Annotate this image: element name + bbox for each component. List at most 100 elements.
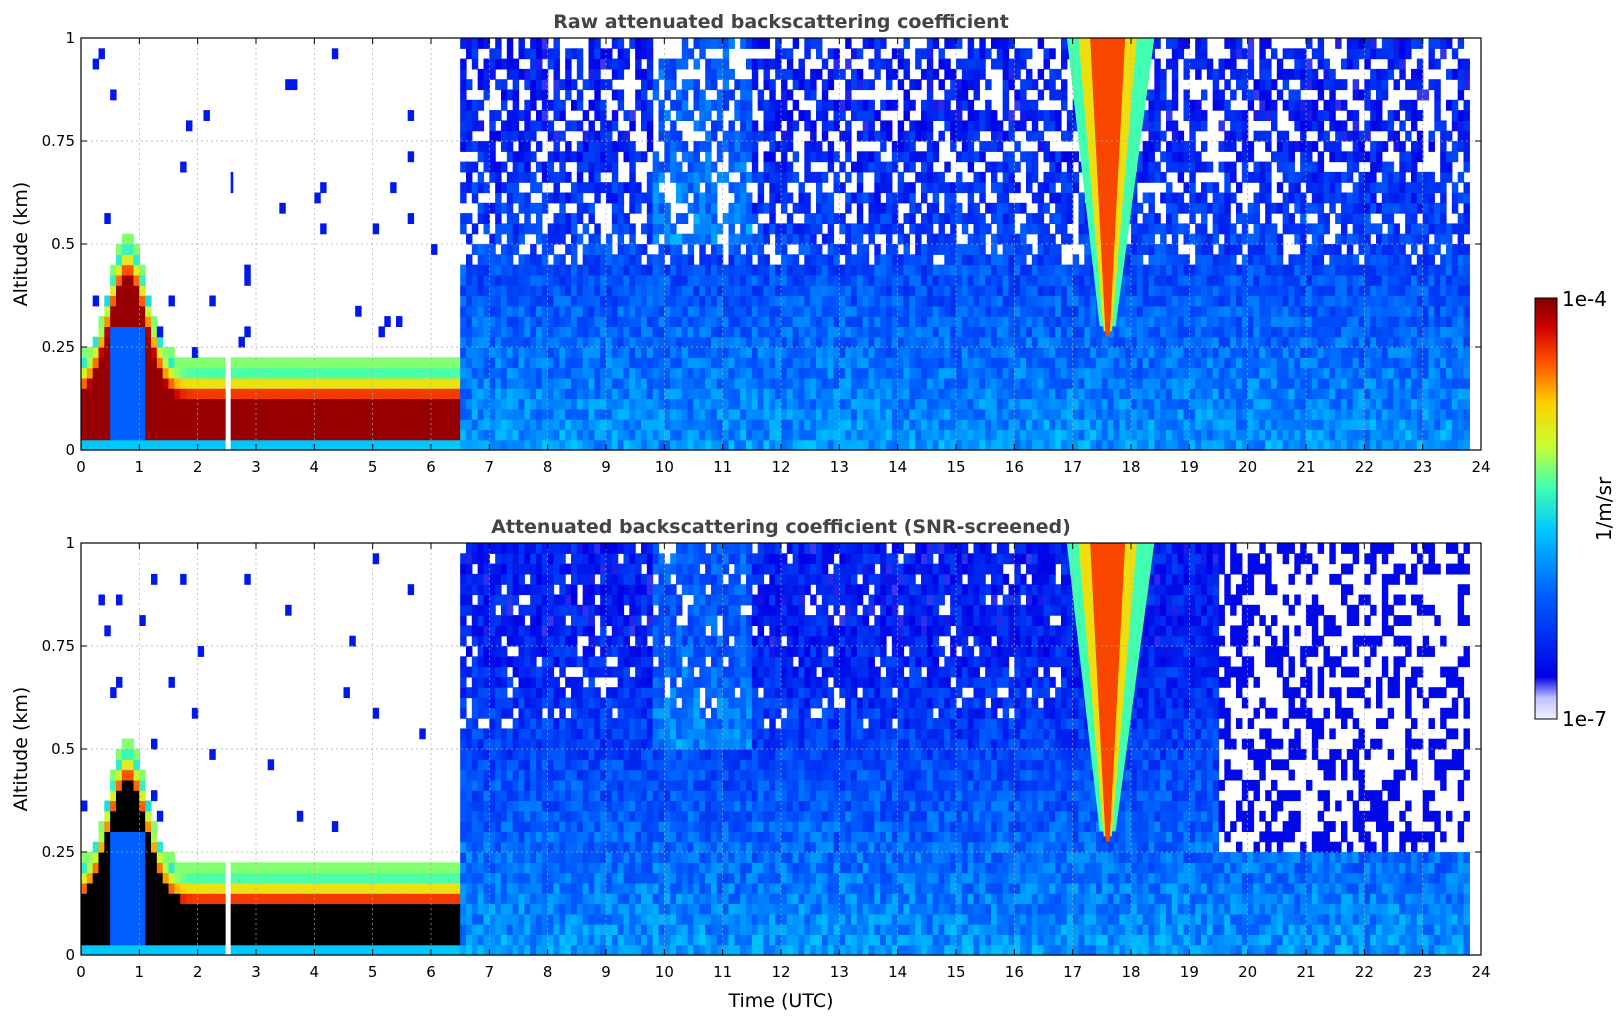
heat-cell: [174, 367, 181, 379]
heat-cell: [996, 285, 1004, 297]
heat-cell: [874, 68, 881, 80]
heat-cell: [1160, 192, 1167, 204]
heat-cell: [728, 316, 735, 327]
heat-cell: [868, 151, 875, 163]
heat-cell: [681, 192, 689, 204]
heat-cell: [681, 347, 689, 358]
heat-cell: [460, 99, 467, 111]
heat-cell: [1008, 388, 1015, 400]
heat-cell: [116, 274, 123, 286]
heat-cell: [1224, 347, 1231, 358]
heat-cell: [285, 439, 292, 451]
heat-cell: [1002, 48, 1010, 60]
heat-cell: [337, 419, 345, 430]
heat-cell: [961, 357, 969, 369]
heat-cell: [862, 305, 870, 317]
heat-cell: [565, 326, 572, 338]
heat-cell: [1020, 79, 1027, 91]
heat-cell: [891, 68, 899, 80]
heat-cell: [571, 274, 578, 286]
heat-cell: [722, 79, 730, 91]
heat-cell: [1212, 429, 1220, 441]
heat-cell: [658, 192, 665, 204]
heat-cell: [238, 419, 245, 430]
heat-cell: [413, 377, 420, 389]
heat-cell: [886, 388, 893, 400]
heat-cell: [1031, 347, 1039, 358]
heat-cell: [86, 388, 94, 400]
heat-cell: [635, 274, 642, 286]
heat-cell: [1090, 305, 1097, 317]
heat-cell: [541, 89, 549, 101]
heat-cell: [851, 79, 858, 91]
heat-cell: [471, 223, 479, 235]
heat-cell: [816, 182, 823, 194]
heat-cell: [355, 367, 362, 379]
heat-cell: [1142, 419, 1150, 430]
heat-cell: [501, 347, 508, 358]
heat-cell: [851, 99, 858, 111]
heat-cell: [489, 429, 496, 441]
heat-cell: [582, 244, 590, 255]
heat-cell: [1037, 347, 1045, 358]
heat-cell: [938, 264, 945, 276]
heat-cell: [658, 130, 665, 142]
heat-cell: [1218, 305, 1225, 317]
heat-cell: [1171, 316, 1179, 327]
heat-cell: [816, 151, 823, 163]
heat-cell: [431, 439, 438, 451]
heat-cell: [1171, 398, 1179, 410]
heat-cell: [495, 285, 502, 297]
heat-cell: [903, 419, 910, 430]
heat-cell: [1166, 357, 1173, 369]
heat-cell: [956, 130, 963, 142]
heat-cell: [1072, 439, 1080, 451]
heat-cell: [967, 316, 975, 327]
heat-cell: [617, 99, 625, 111]
heat-cell: [611, 398, 619, 410]
heat-cell: [705, 285, 712, 297]
heat-cell: [1177, 305, 1185, 317]
heat-cell: [693, 285, 700, 297]
heat-cell: [687, 347, 695, 358]
heat-cell: [215, 377, 222, 389]
heat-cell: [903, 367, 910, 379]
heat-cell: [384, 367, 391, 379]
heat-cell: [1201, 326, 1208, 338]
heat-cell: [127, 367, 135, 379]
heat-cell: [279, 357, 286, 369]
heat-cell: [1008, 151, 1015, 163]
heat-cell: [641, 89, 648, 101]
heat-cell: [1078, 295, 1085, 307]
heat-cell: [786, 110, 794, 121]
heat-cell: [547, 99, 555, 111]
heat-cell: [711, 336, 718, 348]
heat-cell: [996, 305, 1004, 317]
heat-cell: [827, 213, 835, 224]
heat-cell: [582, 429, 590, 441]
heat-cell: [536, 120, 543, 132]
heat-cell: [845, 388, 852, 400]
heat-cell: [1061, 274, 1068, 286]
heat-cell: [664, 141, 671, 152]
heat-cell: [501, 295, 508, 307]
panel-title: Raw attenuated backscattering coefficien…: [553, 11, 1009, 33]
heat-cell: [594, 357, 601, 369]
heat-cell: [127, 285, 135, 297]
heat-cell: [652, 89, 660, 101]
heat-cell: [769, 213, 776, 224]
heat-cell: [308, 377, 315, 389]
heat-cell: [1148, 305, 1155, 317]
heat-cell: [151, 388, 158, 400]
heat-cell: [1177, 161, 1185, 173]
heat-cell: [133, 254, 140, 266]
heat-cell: [1026, 182, 1033, 194]
heat-cell: [646, 398, 654, 410]
heat-cell: [775, 367, 782, 379]
heat-cell: [991, 161, 998, 173]
heat-cell: [1026, 130, 1033, 142]
heat-cell: [781, 367, 788, 379]
heat-cell: [874, 439, 881, 451]
heat-cell: [530, 99, 537, 111]
heat-cell: [775, 398, 782, 410]
